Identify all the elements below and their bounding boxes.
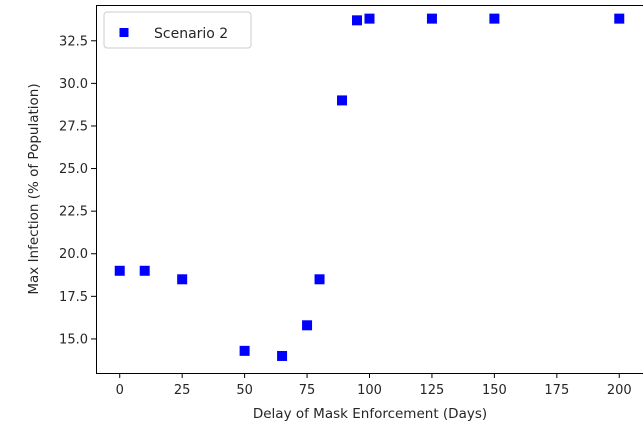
plot-area [96, 5, 643, 373]
y-axis-label: Max Infection (% of Population) [26, 83, 42, 294]
data-point [239, 345, 250, 356]
x-axis-label: Delay of Mask Enforcement (Days) [253, 406, 487, 422]
y-tick-label: 17.5 [59, 290, 88, 305]
y-tick-label: 22.5 [59, 205, 88, 220]
y-tick-label: 20.0 [59, 247, 88, 262]
data-point [337, 95, 348, 106]
x-tick-label: 200 [607, 383, 632, 398]
data-point [352, 15, 363, 26]
y-tick-label: 27.5 [59, 119, 88, 134]
x-tick-label: 50 [236, 383, 253, 398]
legend-label: Scenario 2 [154, 26, 228, 42]
y-ticks: 15.0 17.5 20.0 22.5 25.0 27.5 30.0 32.5 [59, 34, 96, 347]
data-point [139, 265, 150, 276]
data-point [489, 13, 500, 24]
data-point [302, 320, 313, 331]
y-tick-label: 15.0 [59, 332, 88, 347]
data-point [614, 13, 625, 24]
x-tick-label: 175 [544, 383, 569, 398]
legend: Scenario 2 [103, 11, 252, 49]
data-point [364, 13, 375, 24]
legend-marker-icon [119, 28, 129, 37]
data-point [177, 274, 188, 285]
x-ticks: 0 25 50 75 100 125 150 175 200 [116, 373, 632, 398]
x-tick-label: 100 [357, 383, 382, 398]
y-tick-label: 30.0 [59, 77, 88, 92]
x-tick-label: 75 [299, 383, 316, 398]
data-markers [114, 13, 625, 361]
y-tick-label: 32.5 [59, 34, 88, 49]
y-tick-label: 25.0 [59, 162, 88, 177]
data-point [114, 265, 125, 276]
data-point [277, 350, 288, 361]
data-point [314, 274, 325, 285]
legend-box [103, 11, 252, 49]
data-point [426, 13, 437, 24]
x-tick-label: 125 [420, 383, 445, 398]
x-tick-label: 25 [174, 383, 191, 398]
x-tick-label: 150 [482, 383, 507, 398]
x-tick-label: 0 [116, 383, 124, 398]
